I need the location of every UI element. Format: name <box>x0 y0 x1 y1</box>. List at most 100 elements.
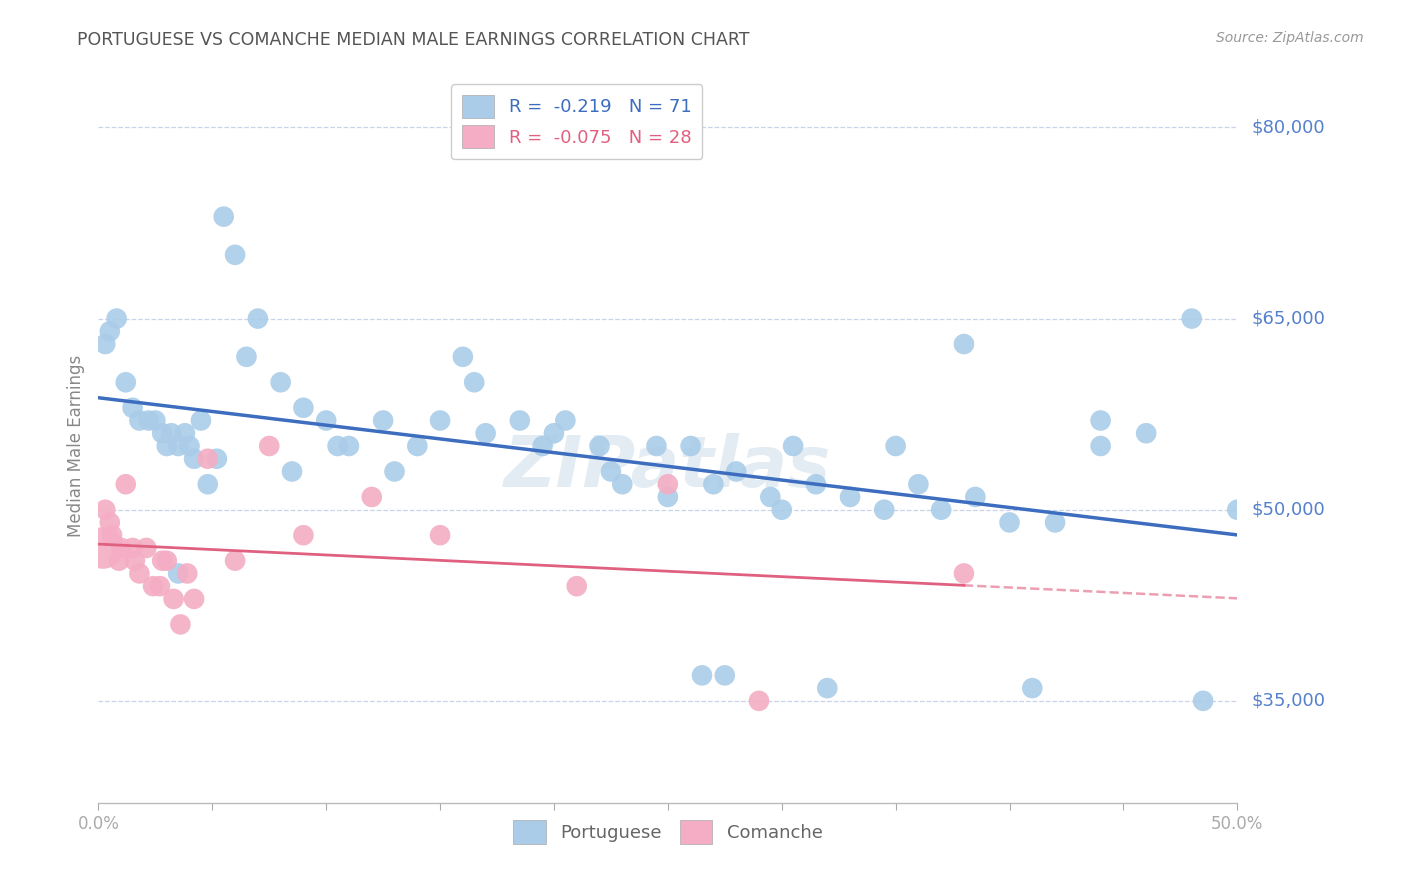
Point <box>160 426 183 441</box>
Point <box>94 337 117 351</box>
Point <box>748 694 770 708</box>
Point <box>509 413 531 427</box>
Point <box>588 439 610 453</box>
Point <box>907 477 929 491</box>
Point <box>451 350 474 364</box>
Point <box>235 350 257 364</box>
Point <box>292 401 315 415</box>
Point <box>167 439 190 453</box>
Point <box>953 337 976 351</box>
Text: $50,000: $50,000 <box>1251 500 1324 519</box>
Point <box>281 465 304 479</box>
Point <box>135 541 157 555</box>
Point <box>169 617 191 632</box>
Point <box>315 413 337 427</box>
Point <box>176 566 198 581</box>
Point <box>725 465 748 479</box>
Point <box>292 528 315 542</box>
Y-axis label: Median Male Earnings: Median Male Earnings <box>66 355 84 537</box>
Point <box>406 439 429 453</box>
Point <box>98 516 121 530</box>
Point <box>183 451 205 466</box>
Point <box>121 541 143 555</box>
Point <box>657 477 679 491</box>
Point <box>474 426 496 441</box>
Point <box>270 376 292 390</box>
Text: ZIPatlas: ZIPatlas <box>505 433 831 502</box>
Point <box>224 248 246 262</box>
Point <box>149 579 172 593</box>
Point <box>105 311 128 326</box>
Point <box>384 465 406 479</box>
Point <box>759 490 782 504</box>
Point <box>156 439 179 453</box>
Point <box>183 591 205 606</box>
Point <box>145 413 167 427</box>
Text: $65,000: $65,000 <box>1251 310 1324 327</box>
Point <box>770 502 793 516</box>
Point <box>884 439 907 453</box>
Point <box>114 477 136 491</box>
Point <box>657 490 679 504</box>
Point <box>815 681 838 695</box>
Point <box>128 566 150 581</box>
Point <box>1226 502 1249 516</box>
Point <box>150 426 173 441</box>
Point <box>612 477 634 491</box>
Point <box>645 439 668 453</box>
Point <box>600 465 623 479</box>
Point <box>1090 439 1112 453</box>
Point <box>128 413 150 427</box>
Point <box>953 566 976 581</box>
Point <box>224 554 246 568</box>
Point <box>167 566 190 581</box>
Text: $80,000: $80,000 <box>1251 119 1324 136</box>
Text: $35,000: $35,000 <box>1251 692 1326 710</box>
Point <box>246 311 269 326</box>
Point <box>1021 681 1043 695</box>
Point <box>371 413 394 427</box>
Text: Source: ZipAtlas.com: Source: ZipAtlas.com <box>1216 31 1364 45</box>
Point <box>98 324 121 338</box>
Point <box>782 439 804 453</box>
Point <box>197 477 219 491</box>
Point <box>124 554 146 568</box>
Point <box>91 541 114 555</box>
Point <box>1192 694 1215 708</box>
Point <box>179 439 201 453</box>
Point <box>702 477 724 491</box>
Point <box>873 502 896 516</box>
Point <box>142 579 165 593</box>
Point <box>108 554 131 568</box>
Point <box>259 439 281 453</box>
Point <box>150 554 173 568</box>
Point <box>998 516 1021 530</box>
Point <box>114 376 136 390</box>
Point <box>1090 413 1112 427</box>
Point <box>565 579 588 593</box>
Point <box>429 528 451 542</box>
Point <box>326 439 349 453</box>
Point <box>94 502 117 516</box>
Point <box>463 376 485 390</box>
Point <box>965 490 987 504</box>
Text: PORTUGUESE VS COMANCHE MEDIAN MALE EARNINGS CORRELATION CHART: PORTUGUESE VS COMANCHE MEDIAN MALE EARNI… <box>77 31 749 49</box>
Point <box>679 439 702 453</box>
Point <box>714 668 737 682</box>
Point <box>690 668 713 682</box>
Point <box>839 490 862 504</box>
Point <box>197 451 219 466</box>
Point <box>804 477 827 491</box>
Point <box>205 451 228 466</box>
Point <box>110 541 132 555</box>
Point <box>531 439 554 453</box>
Point <box>1043 516 1066 530</box>
Point <box>543 426 565 441</box>
Point <box>101 528 124 542</box>
Point <box>121 401 143 415</box>
Point <box>138 413 160 427</box>
Point <box>212 210 235 224</box>
Legend: Portuguese, Comanche: Portuguese, Comanche <box>506 814 830 851</box>
Point <box>1135 426 1157 441</box>
Point <box>1181 311 1204 326</box>
